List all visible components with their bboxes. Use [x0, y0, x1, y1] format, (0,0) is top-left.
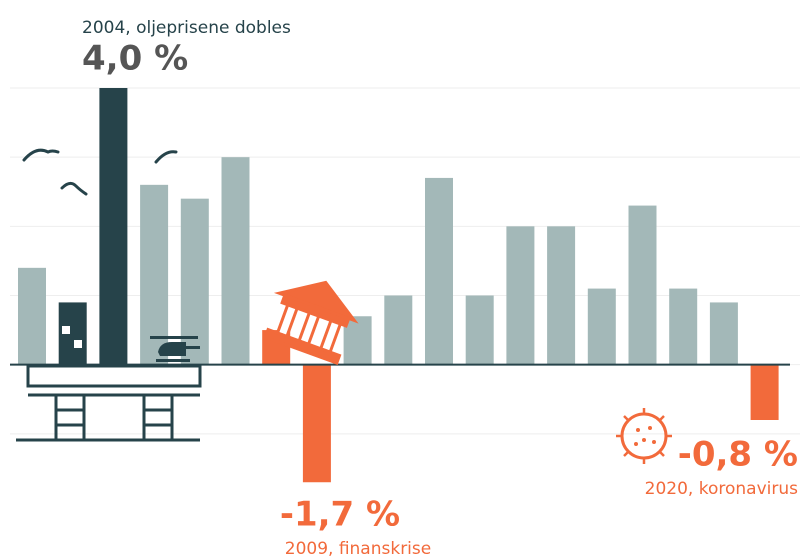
bar: [506, 226, 535, 365]
annotation: 2020, koronavirus: [645, 479, 798, 499]
bar: [302, 364, 331, 483]
annotation: 2009, finanskrise: [285, 539, 431, 559]
bar: [465, 295, 494, 365]
labels: 4,0 % -1,7 % -0,8 % 2004, oljeprisene doble…: [82, 18, 798, 559]
value-label: -0,8 %: [678, 435, 798, 475]
bar: [180, 198, 209, 365]
bar: [669, 288, 698, 365]
bar: [18, 267, 46, 365]
windows: [62, 326, 82, 348]
bar: [587, 288, 616, 365]
bar: [343, 316, 372, 365]
bar: [425, 177, 453, 365]
value-label: 4,0 %: [82, 39, 188, 79]
bar: [140, 184, 169, 365]
bar: [99, 88, 128, 365]
bar: [709, 302, 738, 365]
virus-icon: [616, 408, 672, 464]
bar: [750, 364, 779, 420]
bar: [547, 226, 576, 365]
birds: [22, 148, 178, 196]
bar: [628, 205, 657, 365]
helicopter: [150, 336, 200, 362]
value-label: -1,7 %: [280, 495, 400, 535]
bars: [10, 88, 790, 483]
annotation: 2004, oljeprisene dobles: [82, 18, 291, 38]
bank-icon: [263, 280, 359, 365]
bar: [384, 295, 413, 365]
platform: [16, 364, 202, 442]
bar: [221, 157, 250, 365]
